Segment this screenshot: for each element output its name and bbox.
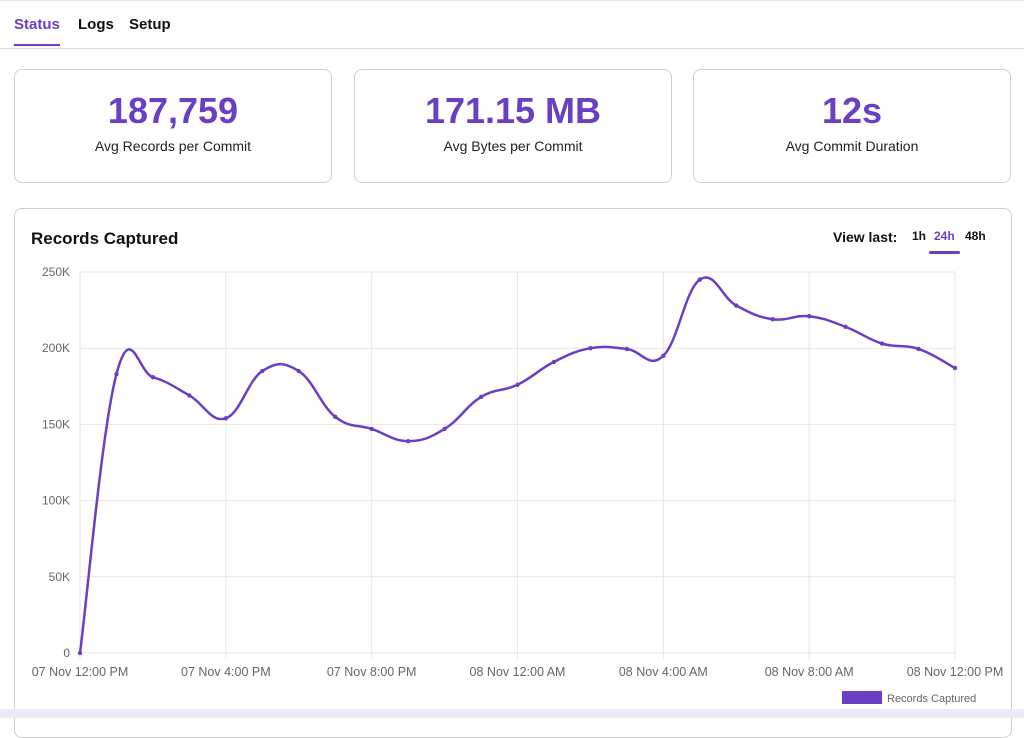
y-tick-label: 250K bbox=[42, 265, 70, 279]
stat-value: 171.15 MB bbox=[424, 90, 602, 131]
data-point[interactable] bbox=[150, 374, 156, 380]
data-point[interactable] bbox=[734, 303, 739, 308]
data-point[interactable] bbox=[405, 438, 411, 444]
data-point[interactable] bbox=[77, 650, 83, 656]
legend-label[interactable]: Records Captured bbox=[887, 693, 976, 705]
stat-card-bytes: 171.15 MB Avg Bytes per Commit bbox=[354, 69, 672, 183]
data-point[interactable] bbox=[588, 346, 593, 351]
data-point[interactable] bbox=[442, 426, 447, 432]
tab-bar: Status Logs Setup bbox=[0, 0, 1024, 49]
chart-card bbox=[14, 208, 1012, 738]
data-point[interactable] bbox=[624, 346, 630, 352]
x-tick-label: 08 Nov 8:00 AM bbox=[765, 665, 854, 679]
data-point[interactable] bbox=[296, 368, 301, 374]
data-point[interactable] bbox=[952, 365, 958, 371]
y-tick-label: 150K bbox=[42, 417, 70, 431]
stat-value: 12s bbox=[821, 90, 883, 131]
data-point[interactable] bbox=[187, 393, 192, 398]
range-1h-button[interactable]: 1h bbox=[912, 229, 927, 243]
data-point[interactable] bbox=[551, 359, 557, 365]
stat-label: Avg Commit Duration bbox=[785, 138, 919, 154]
data-point[interactable] bbox=[661, 353, 666, 359]
stat-label: Avg Records per Commit bbox=[94, 138, 252, 154]
bottom-strip bbox=[0, 709, 1024, 718]
data-point[interactable] bbox=[223, 416, 229, 421]
range-24h-button[interactable]: 24h bbox=[934, 229, 955, 243]
stat-label: Avg Bytes per Commit bbox=[443, 138, 583, 154]
data-point[interactable] bbox=[843, 324, 848, 330]
chart-title: Records Captured bbox=[31, 229, 179, 248]
x-tick-label: 08 Nov 4:00 AM bbox=[619, 665, 708, 679]
y-tick-label: 50K bbox=[49, 570, 70, 584]
stat-value: 187,759 bbox=[107, 90, 239, 131]
data-point[interactable] bbox=[260, 368, 265, 374]
range-selected-indicator bbox=[929, 251, 960, 254]
data-point[interactable] bbox=[369, 426, 374, 432]
legend-swatch bbox=[842, 691, 882, 704]
x-tick-label: 08 Nov 12:00 PM bbox=[907, 665, 1004, 679]
stat-card-duration: 12s Avg Commit Duration bbox=[693, 69, 1011, 183]
y-tick-label: 200K bbox=[42, 341, 70, 355]
view-last-label: View last: bbox=[833, 229, 898, 245]
data-point[interactable] bbox=[515, 382, 520, 387]
stat-card-records: 187,759 Avg Records per Commit bbox=[14, 69, 332, 183]
x-tick-label: 08 Nov 12:00 AM bbox=[470, 665, 566, 679]
x-tick-label: 07 Nov 12:00 PM bbox=[32, 665, 129, 679]
data-point[interactable] bbox=[770, 317, 775, 322]
data-point[interactable] bbox=[697, 277, 702, 282]
data-point[interactable] bbox=[114, 371, 119, 377]
top-border bbox=[0, 0, 1024, 1]
records-chart: 0 50K 100K 150K 200K 250K 07 Nov 12:00 PM 07 N… bbox=[32, 265, 1004, 705]
range-48h-button[interactable]: 48h bbox=[965, 229, 986, 243]
data-point[interactable] bbox=[916, 346, 921, 352]
y-tick-label: 100K bbox=[42, 494, 70, 508]
tab-logs[interactable]: Logs bbox=[78, 16, 114, 33]
data-point[interactable] bbox=[879, 341, 885, 346]
data-point[interactable] bbox=[806, 313, 812, 319]
y-tick-label: 0 bbox=[63, 646, 70, 660]
tab-setup[interactable]: Setup bbox=[129, 16, 171, 33]
data-point[interactable] bbox=[333, 414, 338, 419]
tab-status[interactable]: Status bbox=[14, 16, 60, 46]
data-point[interactable] bbox=[478, 394, 484, 400]
x-tick-label: 07 Nov 4:00 PM bbox=[181, 665, 271, 679]
x-tick-label: 07 Nov 8:00 PM bbox=[327, 665, 417, 679]
